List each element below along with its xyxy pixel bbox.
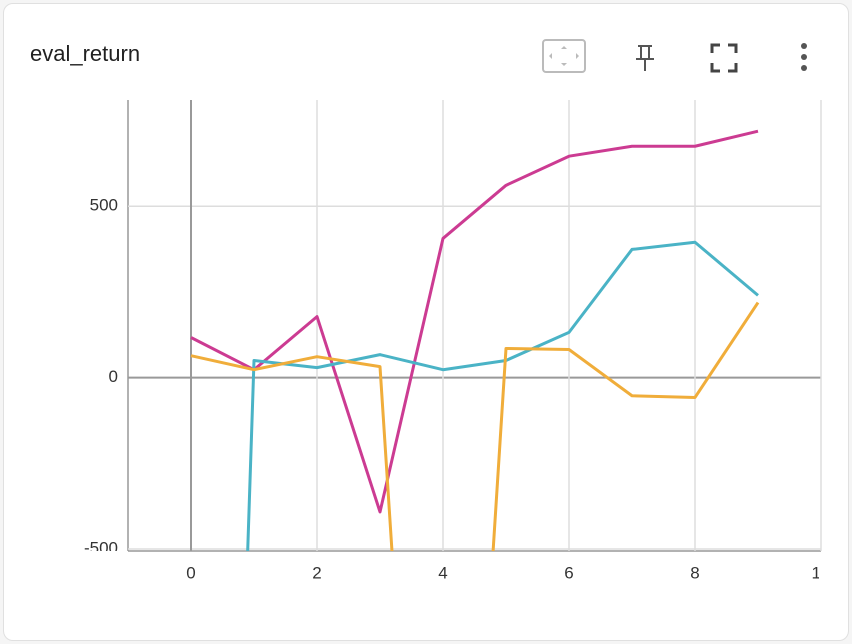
plot-area — [190, 129, 760, 551]
y-tick-label: 0 — [109, 367, 118, 386]
x-tick-label: 10 — [812, 563, 831, 582]
grid — [128, 100, 822, 551]
x-tick-label: 6 — [564, 563, 573, 582]
x-tick-label: 4 — [438, 563, 447, 582]
y-tick-label: -500 — [84, 538, 118, 557]
x-tick-label: 0 — [186, 563, 195, 582]
series-line — [190, 301, 760, 551]
pin-button[interactable] — [636, 45, 654, 71]
chart: eval_return -500 0 500 0 2 4 6 8 10 — [30, 39, 831, 582]
y-axis: -500 0 500 — [84, 196, 118, 557]
more-menu-button[interactable] — [801, 43, 807, 71]
fullscreen-button[interactable] — [710, 43, 738, 73]
x-tick-label: 2 — [312, 563, 321, 582]
series-line — [190, 129, 759, 514]
x-axis: 0 2 4 6 8 10 — [186, 563, 831, 582]
series-line — [246, 240, 759, 551]
y-tick-label: 500 — [90, 196, 118, 215]
chart-title: eval_return — [30, 41, 140, 66]
fit-domain-button[interactable] — [542, 39, 586, 73]
chart-card: eval_return -500 0 500 0 2 4 6 8 10 — [3, 3, 849, 641]
x-tick-label: 8 — [690, 563, 699, 582]
